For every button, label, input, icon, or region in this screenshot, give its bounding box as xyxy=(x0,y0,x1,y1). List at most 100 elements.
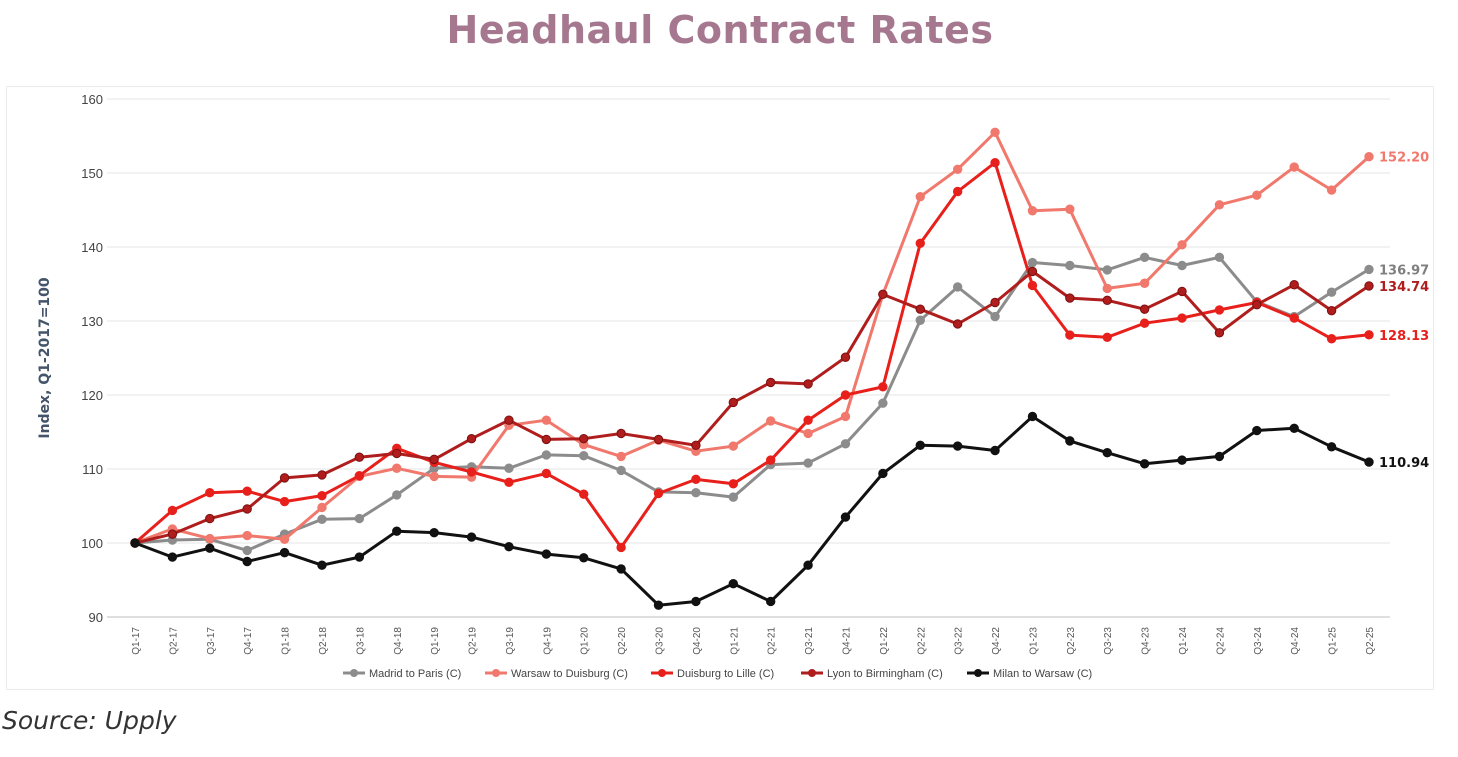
x-tick-label: Q1-22 xyxy=(879,627,890,655)
data-point xyxy=(765,416,776,426)
data-point xyxy=(990,311,1000,322)
data-point xyxy=(878,398,888,408)
data-point xyxy=(541,434,552,445)
data-point xyxy=(1289,423,1299,433)
x-tick-label: Q4-22 xyxy=(991,627,1002,655)
series-lines xyxy=(130,127,1374,610)
data-point xyxy=(691,440,701,451)
data-point xyxy=(279,473,290,483)
data-point xyxy=(1252,300,1262,310)
data-point xyxy=(242,530,252,541)
x-tick-label: Q4-17 xyxy=(243,627,254,655)
y-axis-ticks: 90 100 110 120 130 140 150 160 xyxy=(81,92,103,625)
x-tick-label: Q1-18 xyxy=(281,627,292,655)
data-point xyxy=(354,552,365,562)
x-tick-label: Q2-21 xyxy=(767,627,778,655)
data-point xyxy=(653,600,664,610)
data-point xyxy=(1027,411,1038,422)
x-tick-label: Q2-24 xyxy=(1215,627,1226,655)
data-point xyxy=(205,533,215,544)
data-point xyxy=(803,379,813,389)
data-point xyxy=(167,529,178,539)
data-point xyxy=(1102,332,1112,342)
series-duisburg-to-lille-c xyxy=(130,157,1374,553)
data-point xyxy=(1065,293,1075,303)
data-point xyxy=(1102,283,1112,294)
data-point xyxy=(466,532,477,542)
data-point xyxy=(504,463,514,473)
data-point xyxy=(205,487,215,498)
data-point xyxy=(1326,442,1337,452)
data-point xyxy=(1102,295,1112,305)
data-point xyxy=(878,468,888,479)
data-point xyxy=(990,445,1000,456)
legend-item: Milan to Warsaw (C) xyxy=(967,668,1092,680)
x-tick-label: Q1-19 xyxy=(430,627,441,655)
series-line xyxy=(133,130,1371,545)
legend-swatch-marker xyxy=(658,669,666,677)
data-point xyxy=(691,474,701,485)
y-tick-label: 90 xyxy=(89,610,103,625)
data-point xyxy=(840,439,851,449)
data-point xyxy=(765,596,776,607)
data-point xyxy=(579,553,589,563)
data-point xyxy=(1139,252,1150,263)
x-tick-label: Q1-17 xyxy=(131,627,142,655)
series-milan-to-warsaw-c xyxy=(130,411,1374,610)
data-point xyxy=(541,450,552,460)
x-tick-label: Q3-23 xyxy=(1103,627,1114,655)
legend-item: Lyon to Birmingham (C) xyxy=(801,668,943,680)
data-point xyxy=(765,455,776,465)
data-point xyxy=(279,496,290,507)
data-point xyxy=(803,415,813,425)
data-point xyxy=(616,465,626,476)
data-point xyxy=(728,579,739,589)
data-point xyxy=(167,552,178,562)
data-point xyxy=(765,377,776,388)
y-tick-label: 130 xyxy=(81,314,103,329)
data-point xyxy=(952,441,963,451)
data-point xyxy=(990,127,1000,137)
legend: Madrid to Paris (C) Warsaw to Duisburg (C… xyxy=(343,668,1092,680)
x-tick-label: Q1-24 xyxy=(1178,627,1189,655)
data-point xyxy=(728,492,739,502)
data-point xyxy=(579,433,589,444)
data-point xyxy=(541,549,552,559)
data-point xyxy=(1065,436,1075,446)
end-value-labels: 136.97 152.20 128.13 134.74 110.94 xyxy=(1379,151,1429,471)
data-point xyxy=(1139,459,1150,469)
data-point xyxy=(1027,266,1038,277)
x-tick-label: Q3-20 xyxy=(655,627,666,655)
x-tick-label: Q4-24 xyxy=(1290,627,1301,655)
data-point xyxy=(429,471,439,482)
data-point xyxy=(1139,278,1150,288)
data-point xyxy=(1214,451,1225,462)
data-point xyxy=(279,547,290,558)
data-point xyxy=(579,450,589,461)
page-title: Headhaul Contract Rates xyxy=(446,8,994,52)
data-point xyxy=(616,542,626,553)
data-point xyxy=(392,448,402,459)
data-point xyxy=(242,486,252,496)
data-point xyxy=(990,157,1000,168)
data-point xyxy=(429,527,439,538)
x-tick-label: Q2-23 xyxy=(1066,627,1077,655)
data-point xyxy=(1177,240,1187,250)
data-point xyxy=(354,470,365,481)
data-point xyxy=(1214,328,1225,338)
x-tick-label: Q2-18 xyxy=(318,627,329,655)
data-point xyxy=(728,397,739,408)
data-point xyxy=(579,489,589,499)
data-point xyxy=(466,433,477,444)
series-line xyxy=(133,255,1371,552)
data-point xyxy=(279,534,290,544)
x-tick-label: Q2-20 xyxy=(617,627,628,655)
data-point xyxy=(1102,448,1112,458)
data-point xyxy=(1326,287,1337,297)
legend-item: Warsaw to Duisburg (C) xyxy=(485,668,628,680)
data-point xyxy=(1214,200,1225,210)
data-point xyxy=(803,428,813,439)
y-axis-label: Index, Q1-2017=100 xyxy=(37,277,53,439)
end-value-label: 128.13 xyxy=(1379,329,1429,344)
source-note: Source: Upply xyxy=(2,706,177,735)
